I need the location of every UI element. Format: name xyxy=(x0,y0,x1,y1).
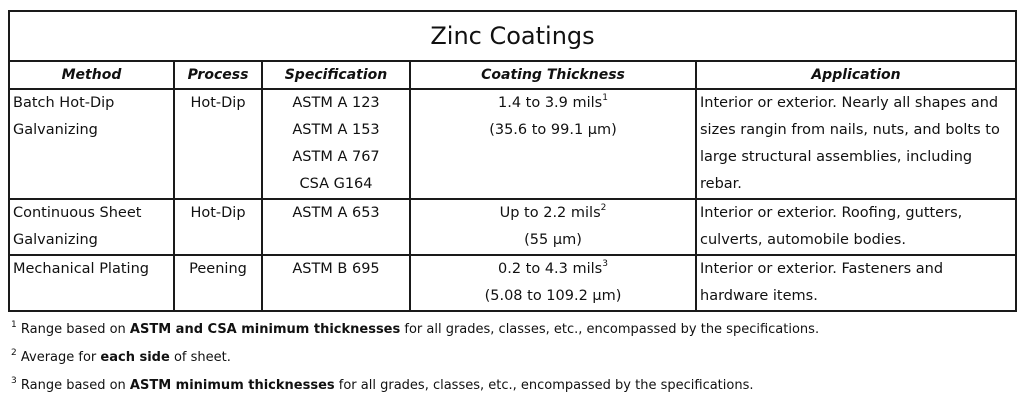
thickness-imperial: 1.4 to 3.9 mils xyxy=(498,95,603,111)
table-row: Batch Hot-Dip Galvanizing Hot-Dip ASTM A… xyxy=(8,88,1017,200)
table-row: Mechanical Plating Peening ASTM B 695 0.… xyxy=(8,254,1017,312)
header-application: Application xyxy=(695,60,1017,90)
zinc-coatings-table: Zinc Coatings Method Process Specificati… xyxy=(8,10,1017,312)
footnote-marker: 2 xyxy=(600,203,607,214)
footnote-emphasis: each side xyxy=(100,350,170,365)
method-cell: Continuous Sheet Galvanizing xyxy=(8,198,175,256)
coating-thickness-cell: 0.2 to 4.3 mils3 (5.08 to 109.2 µm) xyxy=(409,254,697,312)
footnote-text: for all grades, classes, etc., encompass… xyxy=(400,322,820,337)
specification-cell: ASTM A 653 xyxy=(261,198,411,256)
footnote-marker: 1 xyxy=(602,93,608,104)
process-cell: Peening xyxy=(173,254,263,312)
thickness-metric: (35.6 to 99.1 µm) xyxy=(489,122,617,138)
footnote-marker: 3 xyxy=(11,375,17,386)
specification-item: CSA G164 xyxy=(299,176,373,192)
specification-item: ASTM A 153 xyxy=(292,122,380,138)
specification-cell: ASTM A 123 ASTM A 153 ASTM A 767 CSA G16… xyxy=(261,88,411,200)
footnote-text: Average for xyxy=(20,350,101,365)
header-specification: Specification xyxy=(261,60,411,90)
footnote-text: Range based on xyxy=(20,322,130,337)
footnote-marker: 3 xyxy=(602,259,608,270)
method-cell: Batch Hot-Dip Galvanizing xyxy=(8,88,175,200)
table-header-row: Method Process Specification Coating Thi… xyxy=(8,60,1017,90)
footnote-marker: 1 xyxy=(11,319,17,330)
coating-thickness-cell: Up to 2.2 mils2 (55 µm) xyxy=(409,198,697,256)
specification-item: ASTM A 123 xyxy=(292,95,380,111)
table-title: Zinc Coatings xyxy=(8,10,1017,62)
footnote-emphasis: ASTM and CSA minimum thicknesses xyxy=(129,322,401,337)
table-title-row: Zinc Coatings xyxy=(8,10,1017,62)
footnote-marker: 2 xyxy=(11,347,17,358)
zinc-coatings-document: Zinc Coatings Method Process Specificati… xyxy=(8,10,1017,400)
footnote-emphasis: ASTM minimum thicknesses xyxy=(129,378,335,393)
footnote-1: 1 Range based on ASTM and CSA minimum th… xyxy=(8,316,1015,344)
method-cell: Mechanical Plating xyxy=(8,254,175,312)
thickness-metric: (55 µm) xyxy=(524,232,582,248)
specification-cell: ASTM B 695 xyxy=(261,254,411,312)
thickness-imperial: 0.2 to 4.3 mils xyxy=(498,261,603,277)
application-cell: Interior or exterior. Roofing, gutters, … xyxy=(695,198,1017,256)
footnote-2: 2 Average for each side of sheet. xyxy=(8,344,1015,372)
table-row: Continuous Sheet Galvanizing Hot-Dip AST… xyxy=(8,198,1017,256)
thickness-metric: (5.08 to 109.2 µm) xyxy=(484,288,622,304)
process-cell: Hot-Dip xyxy=(173,198,263,256)
specification-item: ASTM B 695 xyxy=(292,261,380,277)
footnotes: 1 Range based on ASTM and CSA minimum th… xyxy=(8,316,1015,400)
specification-item: ASTM A 653 xyxy=(292,205,380,221)
footnote-3: 3 Range based on ASTM minimum thicknesse… xyxy=(8,372,1015,400)
thickness-imperial: Up to 2.2 mils xyxy=(499,205,601,221)
header-coating-thickness: Coating Thickness xyxy=(409,60,697,90)
application-cell: Interior or exterior. Fasteners and hard… xyxy=(695,254,1017,312)
specification-item: ASTM A 767 xyxy=(292,149,380,165)
footnote-text: for all grades, classes, etc., encompass… xyxy=(334,378,754,393)
header-method: Method xyxy=(8,60,175,90)
footnote-text: Range based on xyxy=(20,378,130,393)
header-process: Process xyxy=(173,60,263,90)
footnote-text: of sheet. xyxy=(169,350,231,365)
application-cell: Interior or exterior. Nearly all shapes … xyxy=(695,88,1017,200)
process-cell: Hot-Dip xyxy=(173,88,263,200)
coating-thickness-cell: 1.4 to 3.9 mils1 (35.6 to 99.1 µm) xyxy=(409,88,697,200)
